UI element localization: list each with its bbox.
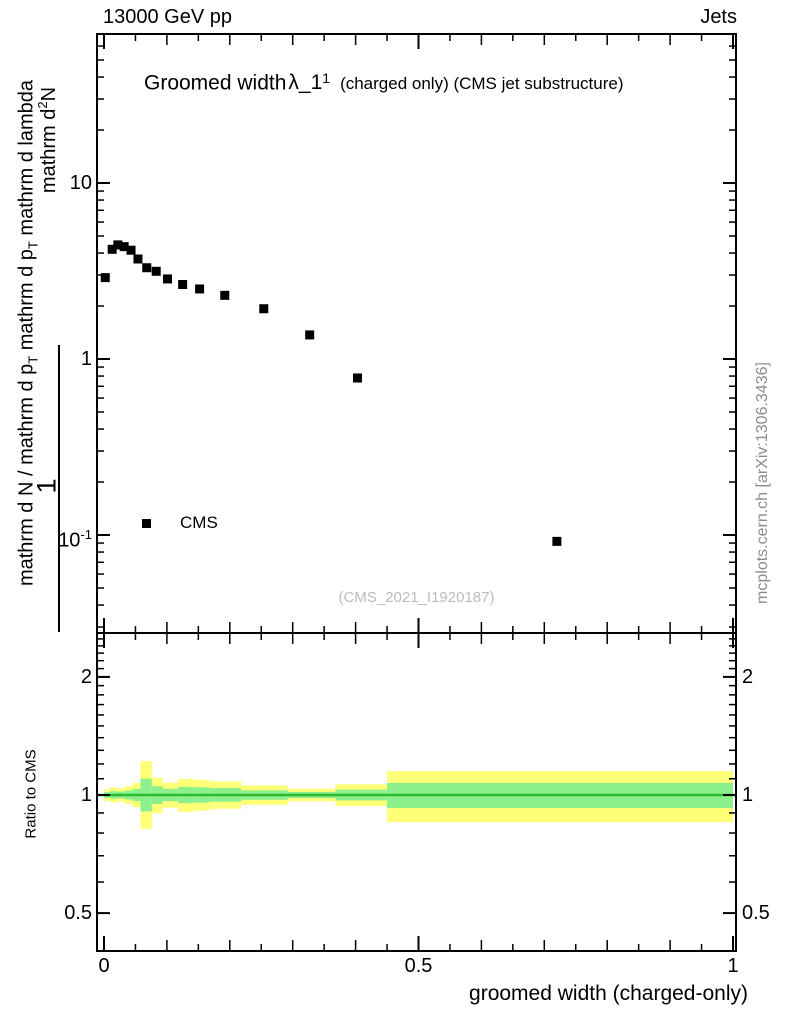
analysis-id-watermark: (CMS_2021_I1920187) — [338, 589, 495, 606]
y-axis-title-sup: 2 — [35, 101, 51, 109]
plot-title-lambda: λ_1 — [288, 71, 323, 95]
main-plot-canvas — [96, 33, 737, 634]
plot-title: Groomed widthλ_11 (charged only) (CMS jet… — [144, 65, 624, 98]
axis-tick-label: 1 — [742, 784, 754, 806]
plot-title-qualifier: (charged only) (CMS jet substructure) — [340, 74, 624, 94]
axis-tick-label: 0.5 — [64, 902, 92, 925]
axis-tick-label: 2 — [80, 665, 92, 688]
cms-data-marker-icon — [142, 518, 151, 528]
y-axis-title-sub: T — [25, 355, 41, 364]
ratio-plot-canvas — [96, 632, 737, 952]
axis-tick-label: 1 — [80, 348, 92, 370]
plot-title-observable: Groomed width — [144, 71, 287, 95]
axis-tick-label: 10-1 — [58, 527, 92, 552]
y-axis-title-text: N — [37, 86, 60, 102]
y-axis-title-text: mathrm d p — [15, 249, 38, 356]
ratio-y-axis-title: Ratio to CMS — [22, 749, 40, 839]
y-axis-title-sub: T — [25, 241, 41, 250]
legend: CMS — [142, 513, 218, 532]
legend-label-cms: CMS — [180, 513, 218, 532]
axis-tick-label: 0.5 — [404, 955, 433, 977]
y-axis-title-numerator: mathrm d2N — [35, 87, 61, 193]
axis-tick-label: 0.5 — [742, 902, 770, 925]
axis-tick-label: 2 — [742, 665, 754, 688]
y-axis-title-text: mathrm d N / mathrm d p — [15, 363, 38, 587]
axis-tick-label: 1 — [727, 955, 739, 977]
process-label: Jets — [700, 6, 737, 28]
axis-tick-label: 0 — [98, 955, 110, 977]
axis-tick-label: 1 — [80, 784, 92, 806]
plot-title-superscript: 1 — [322, 70, 331, 86]
main-plot-panel: Groomed widthλ_11 (charged only) (CMS jet… — [96, 33, 737, 634]
beam-energy-label: 13000 GeV pp — [103, 6, 232, 28]
mcplots-credit-text: mcplots.cern.ch [arXiv:1306.3436] — [754, 362, 771, 604]
y-axis-title-text: mathrm d — [37, 108, 60, 194]
x-axis-title: groomed width (charged-only) — [469, 982, 748, 1005]
axis-tick-label: 10 — [69, 172, 92, 194]
ratio-panel — [96, 632, 737, 952]
y-axis-fraction-bar — [58, 345, 60, 632]
